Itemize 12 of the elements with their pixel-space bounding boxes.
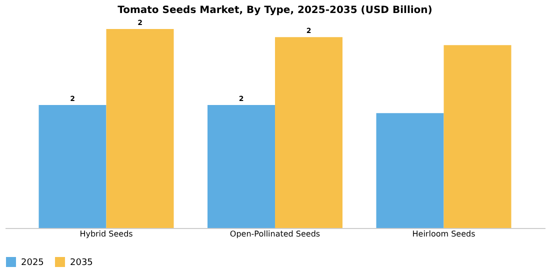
bar — [106, 29, 174, 228]
x-tick-label: Open-Pollinated Seeds — [230, 230, 320, 238]
legend-label: 2025 — [21, 258, 44, 268]
bar — [376, 113, 444, 228]
bar — [444, 45, 512, 228]
bar — [38, 105, 106, 228]
x-tick-label: Heirloom Seeds — [412, 230, 476, 238]
bar — [208, 105, 275, 228]
chart-title: Tomato Seeds Market, By Type, 2025-2035 (USD Billion) — [118, 5, 432, 16]
legend-label: 2035 — [70, 258, 93, 268]
bar — [275, 37, 342, 228]
x-tick-label: Hybrid Seeds — [80, 230, 133, 238]
